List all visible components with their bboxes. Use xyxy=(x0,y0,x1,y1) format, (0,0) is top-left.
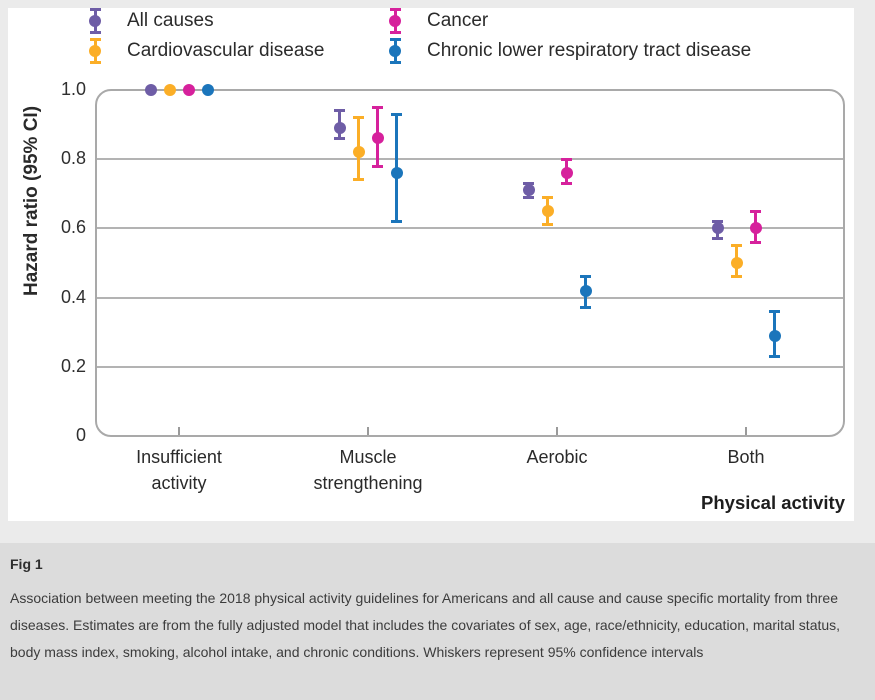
x-axis-category-label: Aerobic xyxy=(526,447,588,467)
data-point-marker xyxy=(522,184,535,197)
legend-marker-cap xyxy=(89,31,101,34)
legend-marker-dot xyxy=(89,45,101,57)
legend-item-label: Cardiovascular disease xyxy=(127,40,325,61)
error-bar-cap-top xyxy=(353,116,364,120)
caption-text: Association between meeting the 2018 phy… xyxy=(10,590,841,660)
legend-item-label: All causes xyxy=(127,10,214,31)
data-point-marker xyxy=(390,167,403,180)
y-axis-tick-label: 0.6 xyxy=(60,217,86,238)
y-axis-tick-label: 0.8 xyxy=(60,148,86,169)
error-bar-cap-bottom xyxy=(731,275,742,279)
error-bar-cap-top xyxy=(523,181,534,185)
plot-area xyxy=(95,89,845,437)
legend-marker-dot xyxy=(389,45,401,57)
error-bar-cap-top xyxy=(731,244,742,248)
legend-item-label: Chronic lower respiratory tract disease xyxy=(427,40,752,61)
data-point-marker xyxy=(541,205,554,218)
y-axis-tick-label: 1.0 xyxy=(60,79,86,99)
legend-marker-icon xyxy=(389,8,401,34)
error-bar-cap-top xyxy=(750,209,761,213)
x-axis-tick xyxy=(178,427,180,435)
error-bar-cap-bottom xyxy=(750,240,761,244)
gridline xyxy=(97,296,843,299)
gridline xyxy=(97,158,843,161)
error-bar-cap-top xyxy=(561,157,572,161)
data-point-marker xyxy=(371,132,384,145)
error-bar-cap-top xyxy=(769,309,780,313)
error-bar-cap-bottom xyxy=(372,164,383,168)
y-axis-tick-label: 0.2 xyxy=(60,355,86,376)
legend-marker-cap xyxy=(389,31,401,34)
error-bar-cap-top xyxy=(372,105,383,109)
y-axis-title: Hazard ratio (95% CI) xyxy=(21,105,42,297)
legend-marker-icon xyxy=(389,38,401,64)
legend-marker-dot xyxy=(89,15,101,27)
error-bar-cap-bottom xyxy=(712,237,723,241)
error-bar-cap-top xyxy=(391,112,402,116)
x-axis-tick xyxy=(745,427,747,435)
error-bar-cap-top xyxy=(334,109,345,113)
error-bar-cap-top xyxy=(542,195,553,199)
error-bar-cap-top xyxy=(712,219,723,223)
error-bar-cap-bottom xyxy=(334,136,345,140)
data-point-marker xyxy=(352,146,365,159)
gridline xyxy=(97,227,843,230)
x-axis-tick xyxy=(367,427,369,435)
data-point-marker xyxy=(579,284,592,297)
data-point-marker xyxy=(768,329,781,342)
legend-item-label: Cancer xyxy=(427,10,489,31)
error-bar-cap-bottom xyxy=(523,195,534,199)
legend-marker-dot xyxy=(389,15,401,27)
x-axis-tick xyxy=(556,427,558,435)
legend-marker-icon xyxy=(89,38,101,64)
legend-marker-cap xyxy=(389,38,401,41)
error-bar-cap-top xyxy=(580,275,591,279)
figure-caption: Fig 1 Association between meeting the 20… xyxy=(0,543,875,700)
error-bar-cap-bottom xyxy=(353,178,364,182)
legend-marker-cap xyxy=(389,8,401,11)
y-axis-tick-label: 0.4 xyxy=(60,286,86,307)
error-bar-cap-bottom xyxy=(391,219,402,223)
x-axis-title: Physical activity xyxy=(701,492,845,513)
data-point-marker xyxy=(201,84,214,96)
error-bar-cap-bottom xyxy=(542,223,553,227)
caption-title: Fig 1 xyxy=(10,556,43,572)
gridline xyxy=(97,365,843,368)
y-axis-tick-label: 0 xyxy=(75,425,86,445)
data-point-marker xyxy=(749,222,762,235)
error-bar-cap-bottom xyxy=(580,306,591,310)
data-point-marker xyxy=(711,222,724,235)
data-point-marker xyxy=(163,84,176,96)
x-axis-category-label: Insufficient activity xyxy=(136,447,222,493)
legend-marker-cap xyxy=(89,38,101,41)
x-axis-category-label: Both xyxy=(727,447,765,467)
data-point-marker xyxy=(333,122,346,135)
data-point-marker xyxy=(182,84,195,96)
data-point-marker xyxy=(560,167,573,180)
legend-marker-cap xyxy=(89,61,101,64)
legend-marker-icon xyxy=(89,8,101,34)
error-bar-cap-bottom xyxy=(561,181,572,185)
legend-marker-cap xyxy=(389,61,401,64)
legend-marker-cap xyxy=(89,8,101,11)
error-bar-cap-bottom xyxy=(769,354,780,358)
x-axis-category-label: Muscle strengthening xyxy=(313,447,423,493)
data-point-marker xyxy=(144,84,157,96)
data-point-marker xyxy=(730,257,743,269)
